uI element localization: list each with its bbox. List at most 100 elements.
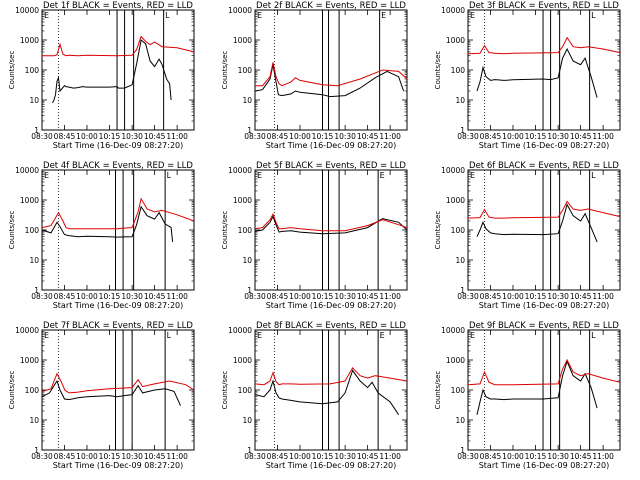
lld-series-line [254,212,408,232]
chart-panel: Det 8f BLACK = Events, RED = LLD 1 10 100 10… [221,321,408,470]
x-tick-label: 10:45 [357,292,379,301]
lld-series-line [467,358,621,386]
corner-letter: E [257,331,262,340]
x-tick-label: 08:30 [31,132,53,141]
events-series-line [41,379,181,406]
y-tick-label: 1000 [233,196,252,205]
y-axis-label: Counts/sec [434,371,442,410]
x-axis-label: Start Time (16-Dec-09 08:27:20) [479,141,610,150]
x-tick-label: 10:15 [99,132,121,141]
x-tick-label: 08:45 [267,292,289,301]
x-tick-label: 08:30 [244,132,266,141]
events-series-line [52,39,172,104]
chart-title: Det 3f BLACK = Events, RED = LLD [469,1,619,11]
corner-letter: E [44,11,49,20]
corner-letter: E [470,331,475,340]
x-tick-label: 10:45 [357,132,379,141]
x-axis-label: Start Time (16-Dec-09 08:27:20) [479,461,610,470]
y-axis-label: Counts/sec [8,211,16,250]
x-tick-label: 10:15 [312,452,334,461]
x-tick-label: 08:30 [31,452,53,461]
y-tick-label: 100 [238,66,253,75]
x-tick-label: 10:00 [502,292,524,301]
x-tick-label: 08:45 [54,292,76,301]
x-tick-label: 10:30 [121,132,143,141]
region-boundary-label: L [591,331,596,340]
y-tick-label: 1 [34,126,39,135]
x-tick-label: 10:15 [99,452,121,461]
lld-series-line [467,36,621,55]
chart-title: Det 7f BLACK = Events, RED = LLD [43,321,193,331]
y-tick-label: 1000 [446,36,465,45]
x-axis-label: Start Time (16-Dec-09 08:27:20) [53,301,184,310]
y-tick-label: 10 [455,256,465,265]
lld-series-line [254,366,408,386]
chart-title: Det 8f BLACK = Events, RED = LLD [256,321,406,331]
x-tick-label: 10:45 [357,452,379,461]
x-tick-label: 10:00 [76,452,98,461]
y-tick-label: 10000 [228,6,252,15]
y-axis-label: Counts/sec [221,211,229,250]
y-tick-label: 10000 [441,326,465,335]
y-tick-label: 100 [238,226,253,235]
y-tick-label: 10 [455,416,465,425]
x-tick-label: 10:45 [144,132,166,141]
x-tick-label: 11:00 [592,132,614,141]
lld-series-line [41,197,195,230]
plot-frame [467,9,621,131]
x-tick-label: 10:15 [525,292,547,301]
x-tick-label: 10:00 [289,132,311,141]
chart-panel: Det 6f BLACK = Events, RED = LLD 1 10 100 10… [434,161,621,310]
y-tick-label: 1 [34,446,39,455]
corner-letter: E [44,331,49,340]
x-tick-label: 11:00 [592,292,614,301]
y-tick-label: 10 [455,96,465,105]
region-boundary-label: L [591,171,596,180]
y-tick-label: 1000 [20,36,39,45]
corner-letter: E [470,171,475,180]
y-tick-label: 1000 [233,36,252,45]
x-tick-label: 08:30 [457,452,479,461]
x-axis-label: Start Time (16-Dec-09 08:27:20) [479,301,610,310]
x-tick-label: 10:15 [312,292,334,301]
x-tick-label: 10:15 [99,292,121,301]
x-tick-label: 08:30 [457,132,479,141]
y-tick-label: 1 [247,446,252,455]
x-tick-label: 10:45 [144,452,166,461]
events-series-line [476,359,598,415]
lld-series-line [42,35,195,57]
y-axis-label: Counts/sec [434,51,442,90]
chart-title: Det 2f BLACK = Events, RED = LLD [256,1,406,11]
x-tick-label: 08:30 [244,292,266,301]
x-tick-label: 08:45 [267,132,289,141]
x-tick-label: 10:30 [547,132,569,141]
y-tick-label: 100 [451,386,466,395]
corner-letter: E [470,11,475,20]
chart-panel: Det 3f BLACK = Events, RED = LLD 1 10 100 10… [434,1,621,150]
x-tick-label: 10:30 [121,292,143,301]
plot-frame [467,329,621,451]
x-tick-label: 08:30 [244,452,266,461]
x-tick-label: 11:00 [379,452,401,461]
plot-frame [254,329,408,451]
x-tick-label: 08:30 [31,292,53,301]
chart-title: Det 5f BLACK = Events, RED = LLD [256,161,406,171]
events-series-line [476,203,598,243]
x-tick-label: 11:00 [379,132,401,141]
x-tick-label: 08:45 [54,132,76,141]
chart-panel: Det 1f BLACK = Events, RED = LLD 1 10 100 10… [8,1,195,150]
y-tick-label: 10000 [15,166,39,175]
y-tick-label: 1 [247,126,252,135]
y-tick-label: 10 [242,416,252,425]
y-tick-label: 10 [242,96,252,105]
x-tick-label: 10:45 [570,452,592,461]
chart-panel: Det 2f BLACK = Events, RED = LLD 1 10 100 10… [221,1,408,150]
chart-title: Det 9f BLACK = Events, RED = LLD [469,321,619,331]
y-tick-label: 10000 [441,166,465,175]
chart-title: Det 4f BLACK = Events, RED = LLD [43,161,193,171]
x-tick-label: 10:00 [289,292,311,301]
x-tick-label: 11:00 [166,132,188,141]
lld-series-line [255,62,408,87]
lld-series-line [467,200,621,219]
x-axis-label: Start Time (16-Dec-09 08:27:20) [266,141,397,150]
